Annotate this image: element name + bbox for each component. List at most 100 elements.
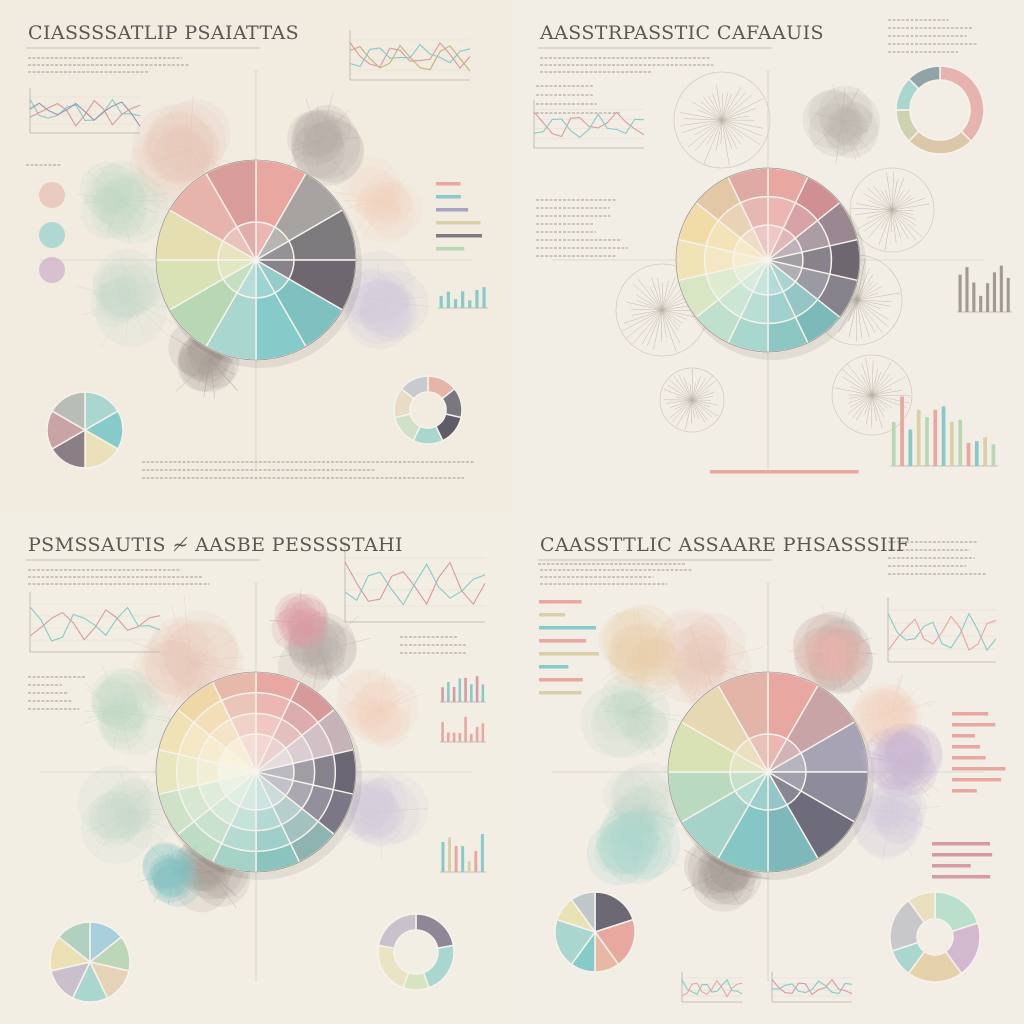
texture-strand (86, 688, 121, 713)
texture-strand (150, 846, 176, 873)
texture-cloud (197, 351, 235, 389)
texture-cloud (614, 685, 671, 742)
panel-title: PSMSSAUTIS ≁ AASBE PESSSSTAHI (28, 534, 403, 556)
pie-slice (570, 891, 596, 935)
wheel-segment (312, 753, 336, 791)
texture-strand (798, 651, 833, 676)
texture-cloud (874, 795, 924, 845)
burst-ray (856, 292, 879, 301)
burst-ray (675, 396, 693, 401)
texture-cloud (610, 623, 667, 681)
legend-bar (539, 600, 582, 604)
texture-cloud (879, 784, 921, 826)
burst-ray (657, 277, 663, 311)
texture-cloud (606, 689, 654, 737)
burst-ray (891, 209, 897, 243)
texture-strand (669, 661, 703, 673)
burst-ray (855, 299, 858, 343)
texture-strand (362, 779, 381, 813)
burst-ray (661, 309, 679, 331)
burst-ray (660, 309, 663, 343)
texture-strand (165, 851, 176, 873)
texture-strand (858, 750, 903, 763)
texture-strand (155, 149, 191, 162)
texture-cloud (673, 642, 726, 695)
texture-strand (379, 711, 411, 741)
texture-strand (129, 811, 160, 815)
texture-cloud (655, 608, 727, 680)
pie-slice (593, 918, 636, 966)
burst-ray (856, 299, 888, 327)
texture-cloud (820, 632, 870, 682)
texture-strand (82, 299, 131, 316)
wheel-segment (829, 238, 861, 282)
burst-ray (626, 301, 663, 311)
legend-bar (436, 182, 461, 186)
texture-strand (361, 272, 381, 301)
texture-strand (901, 761, 926, 772)
texture-strand (637, 608, 643, 653)
texture-cloud (143, 623, 218, 698)
burst-ray (863, 209, 893, 233)
burst-ray (850, 207, 893, 211)
texture-cloud (90, 170, 134, 214)
texture-strand (89, 292, 131, 301)
texture-cloud (168, 848, 197, 878)
pie-slice (554, 918, 597, 966)
texture-strand (284, 139, 321, 168)
burst-ray (861, 375, 873, 396)
texture-cloud (594, 828, 642, 876)
texture-strand (811, 112, 843, 121)
texture-strand (299, 621, 321, 638)
texture-cloud (356, 697, 403, 744)
donut-slice (907, 891, 936, 924)
texture-strand (604, 686, 633, 713)
pie-slice (57, 921, 91, 964)
burst-ray (691, 369, 693, 401)
chart-line (771, 978, 853, 996)
texture-strand (129, 299, 179, 326)
texture-strand (823, 651, 833, 691)
texture-strand (891, 811, 923, 825)
burst-ray (690, 399, 693, 424)
texture-strand (875, 690, 893, 713)
legend-bar (539, 691, 582, 695)
texture-strand (631, 711, 659, 743)
legend-bar (539, 652, 599, 656)
texture-cloud (92, 249, 162, 318)
texture-cloud (796, 632, 848, 684)
burst-ray (873, 185, 893, 211)
panel-top-left (0, 0, 512, 512)
texture-strand (189, 95, 194, 151)
burst-ray (891, 209, 914, 215)
burst-ray (864, 394, 873, 415)
chart-line (29, 98, 141, 121)
texture-strand (129, 811, 162, 840)
texture-cloud (138, 639, 205, 706)
texture-strand (319, 137, 359, 141)
burst-ray (871, 394, 888, 409)
texture-strand (901, 761, 930, 798)
burst-ray (691, 396, 714, 401)
texture-strand (168, 661, 191, 717)
texture-cloud (88, 798, 138, 848)
texture-strand (884, 726, 903, 763)
burst-ray (856, 299, 892, 302)
texture-strand (377, 264, 381, 301)
burst-ray (891, 178, 904, 211)
chart-line (349, 44, 471, 72)
burst-ray (697, 109, 723, 121)
texture-strand (119, 199, 143, 235)
burst-ray (661, 309, 681, 327)
burst-ray (871, 362, 892, 396)
texture-strand (841, 119, 869, 133)
texture-strand (340, 811, 381, 842)
legend-bar (436, 208, 469, 212)
texture-strand (293, 621, 301, 644)
burst-ray (856, 268, 870, 301)
texture-cloud (153, 865, 186, 899)
texture-strand (119, 199, 159, 214)
texture-strand (630, 772, 643, 813)
texture-strand (901, 761, 938, 792)
bar (979, 295, 983, 312)
